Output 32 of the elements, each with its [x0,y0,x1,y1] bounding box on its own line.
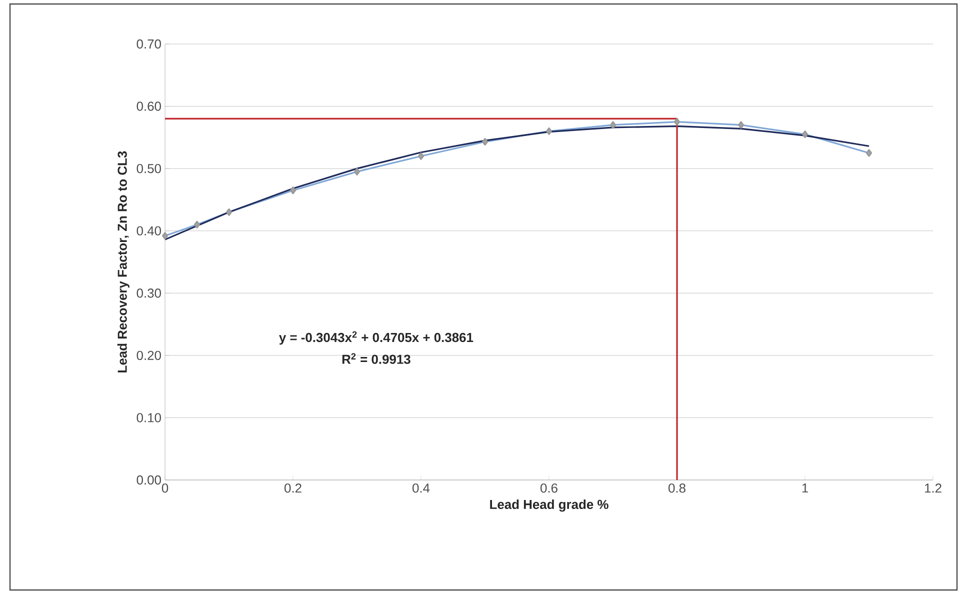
y-tick-label: 0.00 [136,475,161,485]
point [226,208,232,216]
point [610,121,616,129]
annotation: R$^{2}$ = 0.9913 [342,353,410,364]
x-tick-label: 0 [162,484,168,493]
x-tick-label: 1 [802,484,808,492]
annotation: y = -0.3043x$^{2}$ + 0.4705x + 0.3861 [279,331,474,345]
point [482,138,488,146]
point [418,152,424,160]
point [738,121,744,129]
point [674,118,680,126]
y-axis-title: Lead Recovery Factor, Zn Ro to CL3 [117,151,130,372]
y-tick-label: 0.20 [136,350,161,360]
point [802,130,808,138]
point [354,168,360,176]
x-tick-label: 1.2 [924,484,942,493]
x-tick-label: 0.4 [412,484,430,493]
x-tick-label: 0.8 [668,484,686,493]
y-tick-label: 0.70 [136,39,161,49]
x-axis-title: Lead Head grade % [490,500,608,512]
y-tick-label: 0.60 [136,102,161,111]
point [290,186,296,194]
y-tick-label: 0.40 [136,226,161,236]
y-tick-label: 0.30 [136,288,161,298]
y-tick-label: 0.50 [136,164,161,174]
point [866,149,872,157]
point [162,232,168,240]
y-tick-label: 0.10 [136,413,161,422]
point [546,127,552,135]
x-tick-label: 0.2 [284,484,302,493]
point [194,220,200,228]
x-tick-label: 0.6 [540,484,558,493]
